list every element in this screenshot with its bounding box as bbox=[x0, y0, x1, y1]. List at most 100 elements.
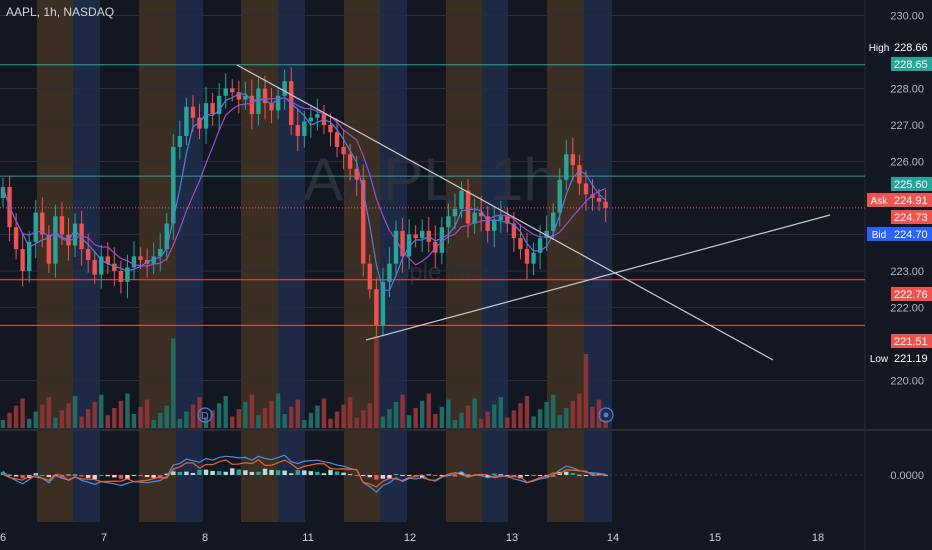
volume-bar bbox=[452, 420, 458, 428]
candle-body bbox=[511, 223, 517, 239]
ask-label-value: 224.91 bbox=[894, 195, 928, 207]
volume-bar bbox=[92, 402, 97, 428]
macd-histogram-bar bbox=[387, 475, 392, 479]
volume-bar bbox=[243, 402, 248, 428]
level-222-76-value: 222.76 bbox=[894, 289, 928, 301]
macd-histogram-bar bbox=[40, 474, 45, 476]
candle-body bbox=[603, 201, 608, 208]
volume-bar bbox=[537, 409, 543, 428]
macd-histogram-bar bbox=[570, 473, 576, 475]
volume-bar bbox=[79, 416, 84, 428]
level-221-51-tag bbox=[891, 334, 932, 348]
candle-body bbox=[570, 154, 576, 166]
candle-body bbox=[341, 146, 346, 155]
volume-bar bbox=[236, 409, 241, 428]
candle-body bbox=[138, 256, 143, 261]
volume-bar bbox=[216, 403, 222, 428]
volume-bar bbox=[46, 397, 52, 428]
volume-bar bbox=[249, 394, 255, 428]
dividend-marker bbox=[197, 407, 213, 423]
candle-body bbox=[0, 187, 6, 198]
volume-bar bbox=[433, 414, 438, 428]
macd-histogram-bar bbox=[66, 474, 71, 476]
event-marker bbox=[598, 407, 614, 423]
candle-body bbox=[197, 117, 202, 129]
volume-bar bbox=[7, 412, 12, 428]
macd-histogram-bar bbox=[92, 475, 97, 480]
volume-bar bbox=[125, 393, 130, 428]
candle-body bbox=[420, 230, 425, 239]
candle-body bbox=[210, 103, 215, 115]
candle-body bbox=[393, 230, 399, 264]
candle-body bbox=[27, 241, 32, 271]
volume-bar bbox=[524, 396, 530, 428]
volume-bar bbox=[511, 410, 517, 428]
candle-body bbox=[492, 219, 497, 231]
candle-body bbox=[544, 230, 549, 239]
volume-bar bbox=[99, 394, 104, 428]
candle-body bbox=[269, 103, 274, 111]
bid-label-tag bbox=[891, 227, 932, 241]
volume-bar bbox=[472, 398, 477, 428]
volume-bar bbox=[269, 400, 274, 428]
time-axis-tick: 13 bbox=[506, 532, 518, 544]
time-axis-tick: 14 bbox=[607, 532, 619, 544]
volume-bar bbox=[570, 400, 576, 428]
candle-body bbox=[459, 190, 464, 209]
macd-histogram-bar bbox=[72, 474, 78, 476]
volume-bar bbox=[112, 408, 117, 428]
level-228-65-tag bbox=[891, 57, 932, 71]
candle-body bbox=[13, 227, 19, 250]
price-axis-tick: 230.00 bbox=[890, 11, 924, 23]
volume-bar bbox=[347, 397, 353, 428]
macd-histogram-bar bbox=[164, 473, 169, 475]
volume-bar bbox=[505, 417, 510, 428]
macd-histogram-bar bbox=[380, 475, 386, 479]
macd-histogram-bar bbox=[459, 472, 464, 475]
level-225-60-tag bbox=[891, 177, 932, 191]
volume-bar bbox=[577, 393, 582, 428]
candle-body bbox=[446, 216, 451, 228]
macd-histogram-bar bbox=[590, 472, 595, 475]
candle-body bbox=[99, 256, 104, 275]
candle-body bbox=[315, 114, 320, 118]
session-band bbox=[139, 0, 176, 522]
volume-bar bbox=[85, 409, 91, 428]
time-axis-tick: 12 bbox=[404, 532, 416, 544]
macd-histogram-bar bbox=[577, 474, 582, 476]
candle-body bbox=[537, 238, 543, 253]
macd-histogram-bar bbox=[289, 473, 294, 475]
candle-body bbox=[374, 289, 379, 326]
volume-bar bbox=[439, 406, 445, 428]
volume-bar bbox=[420, 400, 425, 428]
macd-histogram-bar bbox=[262, 468, 268, 475]
watermark-title: AAPL, 1h bbox=[303, 146, 557, 213]
macd-histogram-bar bbox=[59, 475, 65, 478]
volume-bar bbox=[295, 399, 300, 428]
price-axis-tick: 223.00 bbox=[890, 266, 924, 278]
macd-histogram-bar bbox=[118, 475, 124, 479]
volume-bar bbox=[262, 408, 268, 428]
macd-histogram-bar bbox=[275, 470, 281, 475]
macd-histogram-bar bbox=[131, 474, 137, 476]
candle-body bbox=[465, 190, 471, 224]
candle-body bbox=[596, 198, 602, 202]
macd-histogram-bar bbox=[583, 475, 589, 477]
time-axis-tick: 15 bbox=[709, 532, 721, 544]
macd-histogram-bar bbox=[99, 474, 104, 476]
volume-bar bbox=[518, 403, 523, 428]
macd-histogram-bar bbox=[308, 471, 314, 475]
volume-bar bbox=[151, 420, 156, 428]
candle-body bbox=[112, 263, 117, 271]
candle-body bbox=[308, 117, 314, 122]
macd-histogram-bar bbox=[505, 475, 510, 476]
ask-label-name: Ask bbox=[871, 196, 889, 207]
volume-bar bbox=[53, 417, 58, 428]
macd-histogram-bar bbox=[85, 475, 91, 478]
candle-body bbox=[46, 234, 52, 264]
volume-bar bbox=[230, 416, 235, 428]
volume-bar bbox=[406, 415, 412, 428]
macd-histogram-bar bbox=[269, 469, 274, 475]
macd-histogram-bar bbox=[190, 472, 196, 475]
